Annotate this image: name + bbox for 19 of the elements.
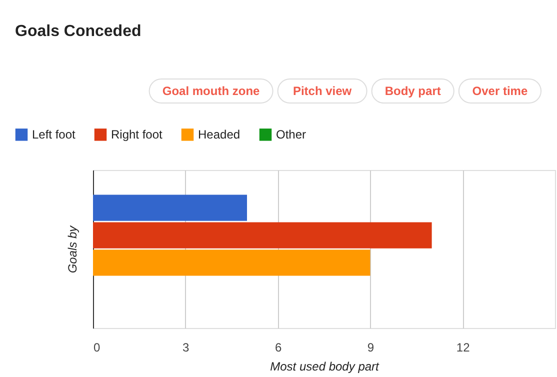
bar	[93, 222, 432, 248]
x-tick-label: 6	[274, 340, 282, 354]
x-axis-title: Most used body part	[270, 360, 380, 374]
x-tick-label: 9	[367, 340, 374, 354]
legend-label: Other	[276, 128, 306, 142]
x-tick-label: 12	[456, 340, 470, 354]
legend-label: Headed	[198, 128, 240, 142]
text: Pitch view	[292, 84, 352, 98]
bar	[93, 194, 247, 221]
chart-title: Goals Conceded	[15, 23, 142, 40]
legend-label: Right foot	[111, 128, 164, 142]
legend-label: Left foot	[32, 128, 76, 142]
y-axis-title: Goals by	[66, 224, 80, 274]
text: Over time	[472, 84, 528, 98]
x-tick-label: 3	[182, 340, 190, 354]
bar	[93, 250, 370, 276]
x-tick-label: 0	[94, 340, 100, 354]
text: Goal mouth zone	[162, 84, 260, 98]
text: Body part	[384, 84, 441, 98]
